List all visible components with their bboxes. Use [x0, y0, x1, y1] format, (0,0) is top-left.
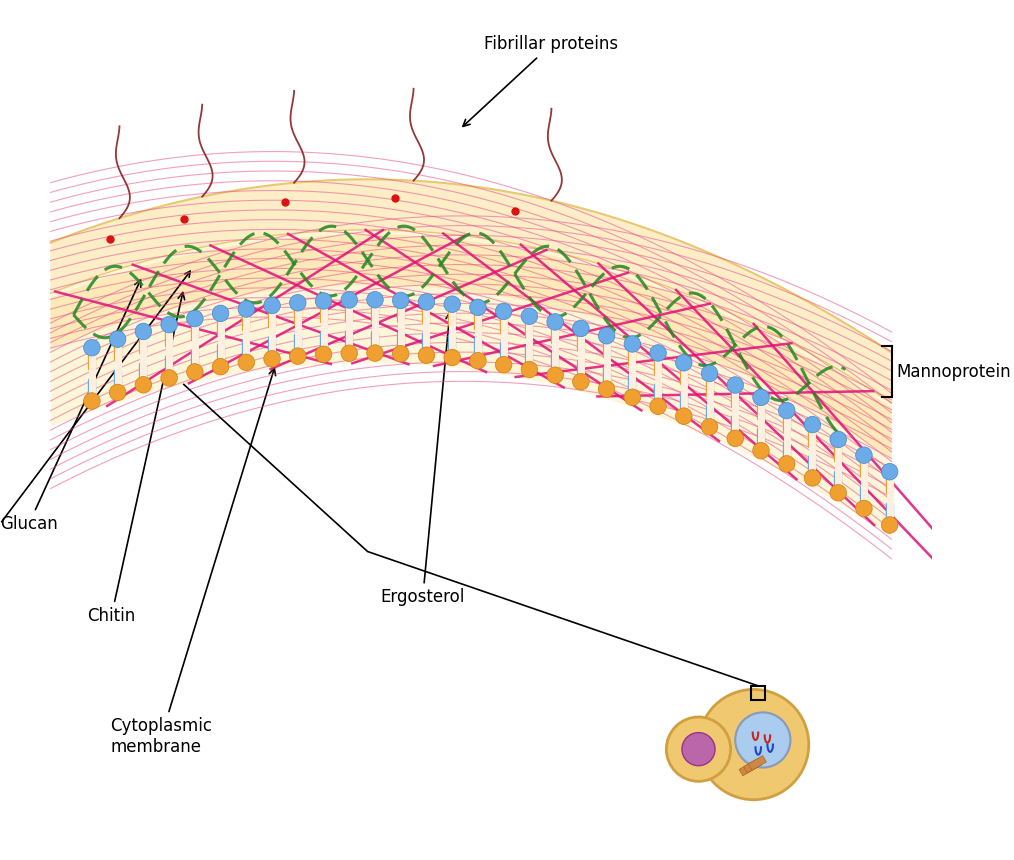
Polygon shape [51, 180, 891, 537]
Text: Cytoplasmic
membrane: Cytoplasmic membrane [111, 368, 276, 756]
Circle shape [367, 345, 383, 361]
Circle shape [212, 359, 229, 375]
Bar [751, 685, 765, 699]
Bar [743, 759, 762, 773]
Circle shape [598, 328, 614, 344]
Circle shape [829, 431, 847, 448]
Circle shape [135, 377, 152, 393]
Circle shape [238, 354, 255, 371]
Circle shape [624, 335, 641, 353]
Circle shape [264, 298, 280, 314]
Circle shape [161, 370, 177, 386]
Circle shape [804, 416, 820, 433]
Bar [748, 756, 767, 771]
Circle shape [315, 346, 332, 363]
Text: Glucan: Glucan [0, 280, 141, 533]
Circle shape [547, 367, 564, 384]
Circle shape [675, 354, 693, 371]
Text: Chitin: Chitin [87, 292, 185, 625]
Circle shape [341, 292, 358, 308]
Circle shape [418, 293, 435, 310]
Circle shape [161, 316, 177, 333]
Circle shape [702, 419, 718, 435]
Circle shape [392, 346, 409, 362]
Circle shape [110, 331, 126, 347]
Circle shape [496, 303, 512, 320]
Circle shape [444, 349, 460, 366]
Circle shape [496, 356, 512, 373]
Circle shape [804, 470, 820, 486]
Circle shape [444, 296, 460, 312]
Circle shape [264, 351, 280, 367]
Text: Mannoprotein: Mannoprotein [896, 363, 1011, 381]
Circle shape [187, 364, 203, 380]
Circle shape [650, 345, 666, 361]
Circle shape [187, 310, 203, 327]
Circle shape [573, 320, 589, 336]
Circle shape [624, 389, 641, 406]
Circle shape [881, 464, 898, 480]
Circle shape [315, 292, 332, 310]
Circle shape [521, 308, 537, 324]
Circle shape [547, 314, 564, 330]
Circle shape [727, 430, 743, 446]
Circle shape [735, 712, 790, 767]
Circle shape [418, 347, 435, 364]
Text: Ergosterol: Ergosterol [380, 312, 465, 606]
Circle shape [238, 301, 255, 317]
Circle shape [856, 501, 872, 517]
Circle shape [675, 408, 693, 424]
Circle shape [682, 733, 715, 765]
Circle shape [290, 347, 306, 365]
Circle shape [666, 717, 731, 782]
Polygon shape [51, 180, 891, 403]
Circle shape [135, 323, 152, 340]
Circle shape [752, 442, 770, 459]
Text: Fibrillar proteins: Fibrillar proteins [463, 35, 619, 126]
Circle shape [469, 299, 486, 316]
Polygon shape [51, 235, 891, 458]
Circle shape [573, 373, 589, 390]
Circle shape [881, 517, 898, 533]
Circle shape [779, 456, 795, 472]
Circle shape [367, 292, 383, 308]
Bar [739, 761, 757, 776]
Circle shape [752, 389, 770, 406]
Circle shape [341, 345, 358, 361]
Circle shape [83, 393, 100, 409]
Circle shape [702, 366, 718, 382]
Circle shape [727, 377, 743, 393]
Circle shape [598, 381, 614, 397]
Circle shape [290, 294, 306, 311]
Circle shape [521, 361, 537, 378]
Circle shape [779, 402, 795, 419]
Circle shape [856, 447, 872, 464]
Circle shape [699, 690, 809, 800]
Circle shape [83, 340, 100, 356]
Circle shape [829, 484, 847, 501]
Circle shape [392, 292, 409, 309]
Circle shape [650, 398, 666, 415]
Circle shape [469, 353, 486, 369]
Circle shape [212, 305, 229, 322]
Circle shape [110, 384, 126, 401]
